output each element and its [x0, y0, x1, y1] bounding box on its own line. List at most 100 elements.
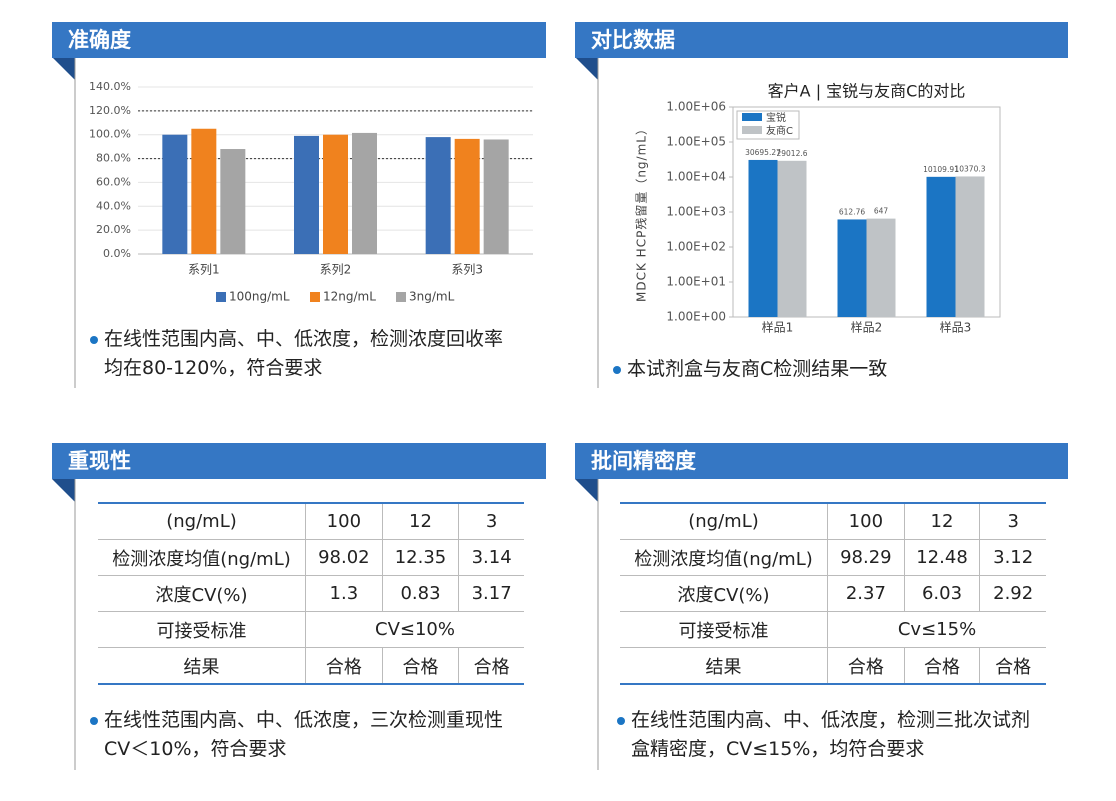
- y-tick-label: 100.0%: [89, 128, 131, 141]
- cell: 可接受标准: [98, 611, 307, 648]
- x-tick-label: 样品2: [851, 320, 883, 335]
- y-tick-label: 1.00E+03: [666, 205, 726, 219]
- panel-title: 批间精密度: [575, 443, 1068, 479]
- y-tick-label: 1.00E+02: [666, 240, 726, 254]
- cell: 3.14: [458, 539, 524, 576]
- y-tick-label: 80.0%: [96, 152, 131, 165]
- legend-swatch: [742, 113, 762, 121]
- note-line: 在线性范围内高、中、低浓度，三次检测重现性: [104, 709, 504, 731]
- bar: [837, 219, 867, 317]
- cell: 12: [903, 502, 981, 540]
- cell: 3: [979, 502, 1046, 540]
- row: 检测浓度均值(ng/mL) 98.29 12.48 3.12: [620, 539, 1046, 576]
- bar: [926, 176, 956, 317]
- header-row: (ng/mL) 100 12 3: [98, 502, 524, 540]
- note-line: 在线性范围内高、中、低浓度，检测浓度回收率: [104, 328, 504, 350]
- legend-swatch: [310, 292, 320, 302]
- panel-title: 准确度: [52, 22, 546, 58]
- legend-swatch: [216, 292, 226, 302]
- bar: [294, 135, 319, 254]
- cell: 合格: [979, 647, 1046, 685]
- cell: (ng/mL): [98, 502, 307, 540]
- cell: 浓度CV(%): [98, 575, 307, 612]
- bar: [323, 134, 348, 254]
- note: 在线性范围内高、中、低浓度，三次检测重现性 CV＜10%，符合要求: [90, 706, 504, 764]
- legend-swatch: [742, 126, 762, 134]
- cell: 可接受标准: [620, 611, 829, 648]
- bar: [777, 160, 807, 317]
- data-label: 10370.3: [954, 164, 985, 173]
- x-tick-label: 样品3: [940, 320, 972, 335]
- panel-title: 重现性: [52, 443, 546, 479]
- y-tick-label: 120.0%: [89, 104, 131, 117]
- data-label: 30695.27: [745, 148, 781, 157]
- x-tick-label: 样品1: [762, 320, 794, 335]
- note: 本试剂盒与友商C检测结果一致: [613, 355, 888, 384]
- note-line: 本试剂盒与友商C检测结果一致: [627, 358, 888, 380]
- x-tick-label: 系列2: [320, 263, 352, 277]
- cell: 3.12: [979, 539, 1046, 576]
- note: 在线性范围内高、中、低浓度，检测浓度回收率 均在80-120%，符合要求: [90, 325, 504, 383]
- table: (ng/mL) 100 12 3 检测浓度均值(ng/mL) 98.02 12.35 3.14…: [98, 502, 524, 685]
- row: 浓度CV(%) 2.37 6.03 2.92: [620, 575, 1046, 612]
- cell: 合格: [903, 647, 981, 685]
- y-tick-label: 40.0%: [96, 199, 131, 212]
- panel-title: 对比数据: [575, 22, 1068, 58]
- cell: 100: [827, 502, 905, 540]
- cell: 98.02: [305, 539, 383, 576]
- bar: [955, 176, 985, 317]
- cell: 12: [381, 502, 460, 540]
- cell: 浓度CV(%): [620, 575, 829, 612]
- cell: 检测浓度均值(ng/mL): [620, 539, 829, 576]
- legend-label: 12ng/mL: [323, 290, 376, 304]
- table: (ng/mL) 100 12 3 检测浓度均值(ng/mL) 98.29 12.48 3.12…: [620, 502, 1046, 685]
- bar: [483, 139, 509, 254]
- note-line: 均在80-120%，符合要求: [104, 357, 323, 379]
- cell: 12.35: [381, 539, 460, 576]
- cell: (ng/mL): [620, 502, 829, 540]
- header-row: (ng/mL) 100 12 3: [620, 502, 1046, 540]
- bar: [352, 132, 377, 254]
- fold: [575, 479, 598, 502]
- row: 检测浓度均值(ng/mL) 98.02 12.35 3.14: [98, 539, 524, 576]
- data-label: 29012.6: [776, 149, 807, 158]
- fold: [52, 57, 75, 80]
- y-tick-label: 140.0%: [89, 80, 131, 93]
- legend-label: 3ng/mL: [409, 290, 455, 304]
- y-tick-label: 1.00E+00: [666, 310, 726, 324]
- cell: 6.03: [903, 575, 981, 612]
- fold: [52, 479, 75, 502]
- cell: 100: [305, 502, 383, 540]
- y-tick-label: 0.0%: [103, 247, 131, 260]
- y-tick-label: 60.0%: [96, 175, 131, 188]
- cell: 合格: [827, 647, 905, 685]
- cell: 3.17: [458, 575, 524, 612]
- x-tick-label: 系列1: [188, 263, 220, 277]
- row: 浓度CV(%) 1.3 0.83 3.17: [98, 575, 524, 612]
- legend-swatch: [396, 292, 406, 302]
- fold: [575, 57, 598, 80]
- x-tick-label: 系列3: [451, 263, 483, 277]
- cell: 合格: [305, 647, 383, 685]
- cell: 结果: [620, 647, 829, 685]
- cell: 合格: [458, 647, 524, 685]
- note-line: 盒精密度，CV≤15%，均符合要求: [631, 738, 925, 760]
- data-label: 612.76: [839, 207, 865, 216]
- bar: [191, 128, 217, 254]
- y-axis-label: MDCK HCP残留量（ng/mL）: [635, 122, 649, 302]
- note-line: 在线性范围内高、中、低浓度，检测三批次试剂: [631, 709, 1031, 731]
- cell: 2.92: [979, 575, 1046, 612]
- row: 结果 合格 合格 合格: [620, 647, 1046, 685]
- legend-label: 100ng/mL: [229, 290, 290, 304]
- cell: Cv≤15%: [827, 611, 1046, 648]
- data-label: 10109.91: [923, 165, 959, 174]
- data-label: 647: [874, 207, 889, 216]
- bar: [425, 137, 451, 254]
- bar: [866, 218, 896, 317]
- legend-label: 友商C: [766, 124, 793, 137]
- cell: 0.83: [381, 575, 460, 612]
- cell: 3: [458, 502, 524, 540]
- row: 可接受标准 Cv≤15%: [620, 611, 1046, 648]
